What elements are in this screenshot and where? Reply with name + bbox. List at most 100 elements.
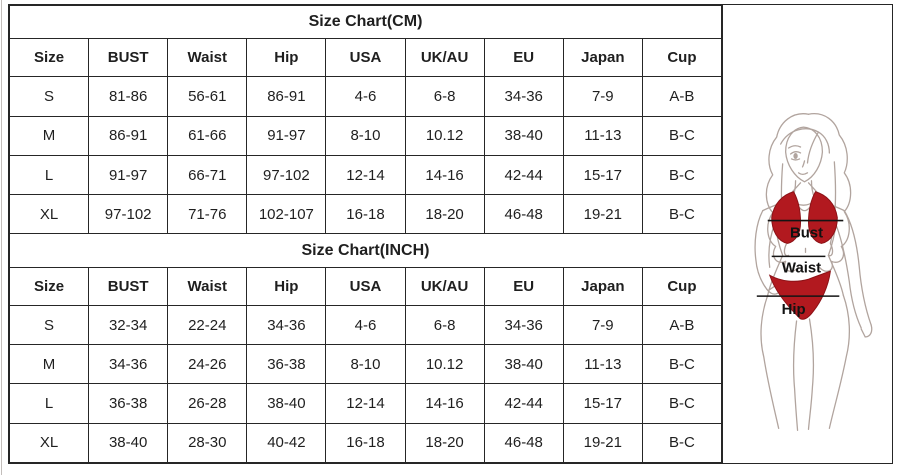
- table-row: Size Chart(INCH): [9, 233, 722, 268]
- table-row: S 81-86 56-61 86-91 4-6 6-8 34-36 7-9 A-…: [8, 76, 723, 117]
- cell: 36-38: [88, 383, 169, 424]
- cell: 19-21: [562, 194, 643, 235]
- cell: 28-30: [167, 422, 248, 464]
- table-row: L 36-38 26-28 38-40 12-14 14-16 42-44 15…: [8, 383, 723, 424]
- cell: 46-48: [483, 194, 564, 235]
- col-header-cup: Cup: [641, 266, 723, 306]
- cell: L: [8, 154, 90, 196]
- cell: 86-91: [246, 76, 327, 117]
- cell: A-B: [641, 76, 723, 117]
- col-header-japan: Japan: [562, 266, 643, 306]
- cell: B-C: [641, 154, 723, 196]
- cell: 12-14: [325, 383, 406, 424]
- measurement-lines: [756, 219, 844, 297]
- table-row: S 32-34 22-24 34-36 4-6 6-8 34-36 7-9 A-…: [8, 304, 723, 346]
- cell: 91-97: [88, 154, 169, 196]
- cell: 18-20: [404, 422, 485, 464]
- cell: 61-66: [167, 115, 248, 156]
- cell: 91-97: [246, 115, 327, 156]
- col-header-cup: Cup: [641, 38, 723, 78]
- measurement-figure-panel: Bust Waist Hip: [722, 5, 892, 463]
- woman-measurement-illustration: Bust Waist Hip: [754, 113, 873, 431]
- cell: M: [8, 344, 90, 385]
- cell: 22-24: [167, 304, 248, 346]
- cell: 34-36: [88, 344, 169, 385]
- cell: M: [8, 115, 90, 156]
- table-row: M 34-36 24-26 36-38 8-10 10.12 38-40 11-…: [8, 344, 723, 385]
- table-row: XL 38-40 28-30 40-42 16-18 18-20 46-48 1…: [8, 422, 723, 464]
- col-header-waist: Waist: [167, 266, 248, 306]
- cell: 40-42: [246, 422, 327, 464]
- cell: 34-36: [246, 304, 327, 346]
- cell: 38-40: [483, 115, 564, 156]
- section-title-inch: Size Chart(INCH): [9, 233, 722, 268]
- cell: 11-13: [562, 344, 643, 385]
- cell: 56-61: [167, 76, 248, 117]
- waist-label: Waist: [782, 260, 821, 276]
- cell: 18-20: [404, 194, 485, 235]
- cell: 7-9: [562, 76, 643, 117]
- cell: 8-10: [325, 344, 406, 385]
- cell: 19-21: [562, 422, 643, 464]
- cell: 15-17: [562, 154, 643, 196]
- cell: 38-40: [246, 383, 327, 424]
- cell: B-C: [641, 194, 723, 235]
- col-header-usa: USA: [325, 38, 406, 78]
- cell: 34-36: [483, 304, 564, 346]
- cell: 46-48: [483, 422, 564, 464]
- col-header-size: Size: [8, 266, 90, 306]
- cell: B-C: [641, 344, 723, 385]
- cell: 16-18: [325, 194, 406, 235]
- cell: 97-102: [246, 154, 327, 196]
- cell: 38-40: [483, 344, 564, 385]
- cell: 6-8: [404, 76, 485, 117]
- cell: 7-9: [562, 304, 643, 346]
- cell: 26-28: [167, 383, 248, 424]
- cell: 14-16: [404, 383, 485, 424]
- col-header-hip: Hip: [246, 38, 327, 78]
- cell: 34-36: [483, 76, 564, 117]
- col-header-ukau: UK/AU: [404, 38, 485, 78]
- cell: 81-86: [88, 76, 169, 117]
- col-header-eu: EU: [483, 38, 564, 78]
- cell: S: [8, 76, 90, 117]
- cell: 6-8: [404, 304, 485, 346]
- cell: 16-18: [325, 422, 406, 464]
- eye-detail: [793, 152, 798, 159]
- cell: XL: [8, 194, 90, 235]
- cell: B-C: [641, 115, 723, 156]
- cell: 71-76: [167, 194, 248, 235]
- table-row: Size BUST Waist Hip USA UK/AU EU Japan C…: [8, 266, 723, 306]
- table-row: M 86-91 61-66 91-97 8-10 10.12 38-40 11-…: [8, 115, 723, 156]
- col-header-eu: EU: [483, 266, 564, 306]
- cell: 15-17: [562, 383, 643, 424]
- table-row: Size Chart(CM): [9, 4, 722, 40]
- cell: 14-16: [404, 154, 485, 196]
- cell: S: [8, 304, 90, 346]
- cell: B-C: [641, 383, 723, 424]
- table-row: XL 97-102 71-76 102-107 16-18 18-20 46-4…: [8, 194, 723, 235]
- col-header-japan: Japan: [562, 38, 643, 78]
- cell: 97-102: [88, 194, 169, 235]
- size-chart-sheet: Size Chart(CM) Size BUST Waist Hip USA U…: [8, 4, 893, 464]
- col-header-size: Size: [8, 38, 90, 78]
- cell: 32-34: [88, 304, 169, 346]
- col-header-waist: Waist: [167, 38, 248, 78]
- table-row: Size BUST Waist Hip USA UK/AU EU Japan C…: [8, 38, 723, 78]
- cell: 12-14: [325, 154, 406, 196]
- cell: B-C: [641, 422, 723, 464]
- cell: 4-6: [325, 76, 406, 117]
- bikini-shapes: [768, 191, 838, 320]
- bust-label: Bust: [790, 225, 823, 241]
- cell: 4-6: [325, 304, 406, 346]
- table-row: L 91-97 66-71 97-102 12-14 14-16 42-44 1…: [8, 154, 723, 196]
- cell: L: [8, 383, 90, 424]
- cell: XL: [8, 422, 90, 464]
- col-header-bust: BUST: [88, 266, 169, 306]
- col-header-bust: BUST: [88, 38, 169, 78]
- cell: 42-44: [483, 383, 564, 424]
- col-header-ukau: UK/AU: [404, 266, 485, 306]
- cell: 42-44: [483, 154, 564, 196]
- col-header-hip: Hip: [246, 266, 327, 306]
